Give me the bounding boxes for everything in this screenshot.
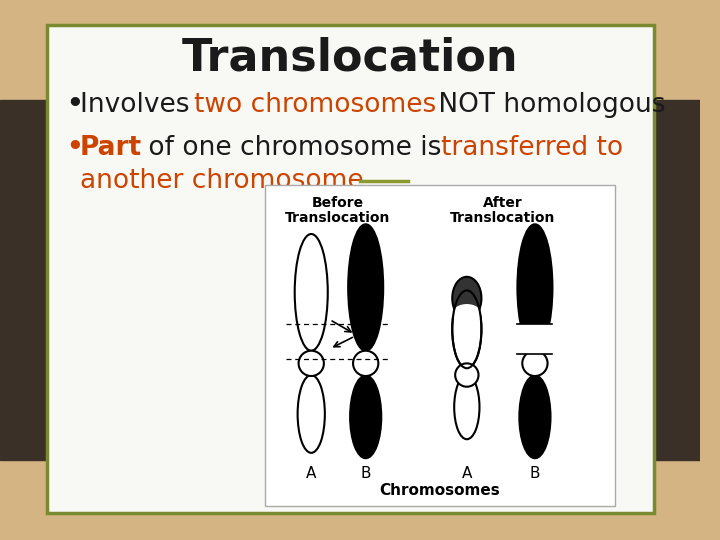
Ellipse shape — [348, 224, 383, 350]
Text: After: After — [483, 196, 523, 210]
Text: Chromosomes: Chromosomes — [379, 483, 500, 498]
Circle shape — [455, 363, 479, 387]
Text: A: A — [306, 466, 316, 481]
Text: another chromosome: another chromosome — [80, 167, 364, 193]
Ellipse shape — [297, 375, 325, 453]
Ellipse shape — [454, 375, 480, 439]
Text: B: B — [361, 466, 371, 481]
Ellipse shape — [294, 234, 328, 350]
Text: two chromosomes: two chromosomes — [194, 92, 436, 118]
FancyBboxPatch shape — [47, 25, 654, 513]
Ellipse shape — [519, 375, 551, 458]
Text: NOT homologous: NOT homologous — [430, 92, 665, 118]
Bar — [518, 325, 552, 354]
Ellipse shape — [452, 277, 482, 320]
Text: •: • — [66, 92, 83, 118]
Text: B: B — [530, 466, 540, 481]
Text: A: A — [462, 466, 472, 481]
Ellipse shape — [452, 291, 482, 368]
Text: Part: Part — [80, 136, 142, 161]
Text: of one chromosome is: of one chromosome is — [140, 136, 450, 161]
Text: Translocation: Translocation — [285, 212, 390, 226]
Circle shape — [353, 350, 378, 376]
Circle shape — [522, 350, 548, 376]
Bar — [0, 100, 60, 460]
Text: Involves: Involves — [80, 92, 197, 118]
Bar — [264, 185, 615, 507]
Ellipse shape — [452, 304, 482, 323]
Ellipse shape — [518, 224, 552, 350]
Text: transferred to: transferred to — [441, 136, 624, 161]
Bar — [640, 100, 701, 460]
Ellipse shape — [350, 375, 382, 458]
Text: Translocation: Translocation — [450, 212, 556, 226]
Text: •: • — [66, 136, 83, 161]
Text: Before: Before — [312, 196, 364, 210]
Text: Translocation: Translocation — [182, 37, 518, 79]
Circle shape — [299, 350, 324, 376]
